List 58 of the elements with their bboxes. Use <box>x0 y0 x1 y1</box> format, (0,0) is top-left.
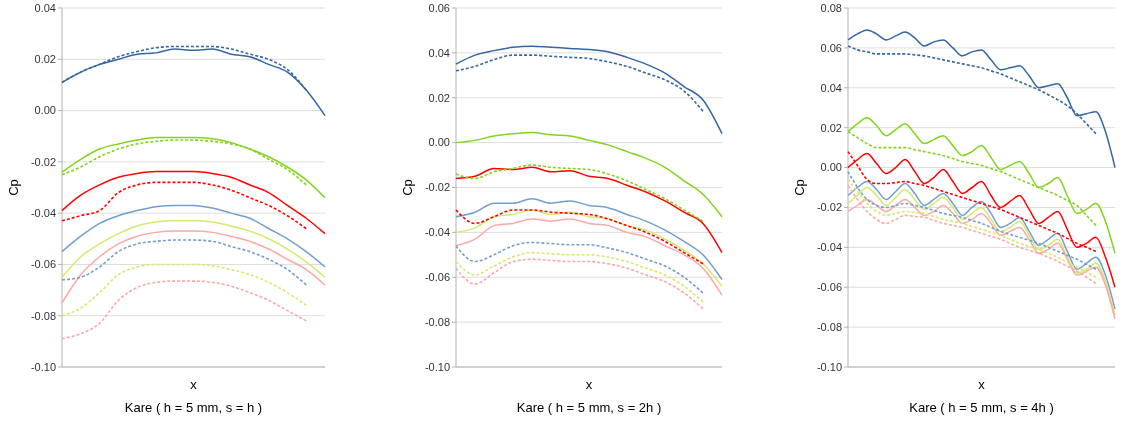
text: Kare ( h = 5 mm, s = 4h ) <box>909 400 1054 415</box>
line-series <box>847 29 1116 169</box>
y-tick-label: -0.02 <box>424 181 450 194</box>
y-tick-label: -0.04 <box>30 206 56 219</box>
y-tick-label: 0.04 <box>34 1 56 14</box>
line-series <box>61 263 308 317</box>
text: Kare ( h = 5 mm, s = 2h ) <box>516 400 662 415</box>
x-axis-title: x <box>190 377 198 392</box>
y-tick-label: 0.02 <box>820 121 842 134</box>
line-series <box>455 45 723 135</box>
y-tick-label: 0.06 <box>820 41 842 54</box>
y-tick-label: -0.02 <box>30 155 56 168</box>
y-tick-label: -0.04 <box>424 226 450 239</box>
y-axis-title: Cp <box>792 179 807 196</box>
x-axis-title: x <box>978 377 986 392</box>
y-axis-title: Cp <box>400 179 415 196</box>
line-series <box>455 166 723 254</box>
y-tick-label: 0.06 <box>428 1 450 14</box>
line-series <box>455 241 704 294</box>
line-series <box>61 170 326 235</box>
line-series <box>455 209 723 287</box>
y-axis-title: Cp <box>6 179 21 196</box>
y-tick-label: 0.04 <box>820 81 842 94</box>
line-series <box>61 280 308 340</box>
line-series <box>455 218 723 296</box>
y-tick-label: -0.06 <box>30 258 56 271</box>
line-series <box>455 54 704 113</box>
y-tick-label: -0.10 <box>424 360 450 373</box>
y-tick-label: -0.04 <box>816 241 842 254</box>
y-tick-label: -0.08 <box>424 315 450 328</box>
y-tick-label: 0.08 <box>820 1 842 14</box>
y-tick-label: -0.08 <box>30 309 56 322</box>
y-tick-label: 0.02 <box>428 91 450 104</box>
line-series <box>455 131 723 218</box>
line-series <box>455 258 704 310</box>
y-tick-label: -0.06 <box>816 281 842 294</box>
line-series <box>455 209 704 265</box>
line-series <box>61 230 326 304</box>
y-tick-label: 0.00 <box>34 104 56 117</box>
line-series <box>455 251 704 303</box>
line-series <box>847 152 1116 288</box>
line-series <box>455 197 723 281</box>
x-axis-title: x <box>585 377 593 392</box>
y-tick-label: -0.10 <box>30 360 56 373</box>
y-tick-label: -0.08 <box>816 320 842 333</box>
y-tick-label: 0.00 <box>428 136 450 149</box>
y-tick-label: 0.00 <box>820 161 842 174</box>
line-series <box>61 204 326 268</box>
text: Kare ( h = 5 mm, s = h ) <box>124 400 263 415</box>
line-series <box>61 181 308 230</box>
y-tick-label: -0.02 <box>816 201 842 214</box>
y-tick-label: 0.02 <box>34 53 56 66</box>
line-series <box>61 220 326 278</box>
line-series <box>455 164 704 222</box>
line-series <box>61 239 308 286</box>
y-tick-label: -0.10 <box>816 360 842 373</box>
y-tick-label: 0.04 <box>428 46 450 59</box>
y-tick-label: -0.06 <box>424 271 450 284</box>
